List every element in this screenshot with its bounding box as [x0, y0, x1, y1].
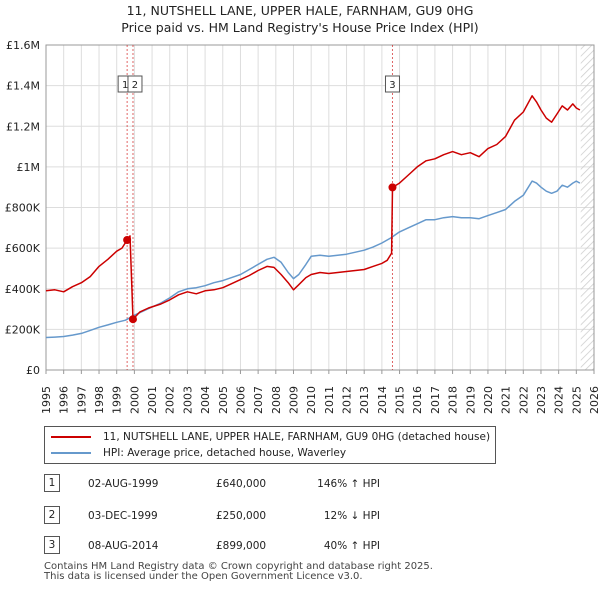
transaction-hpi-change: 12% ↓ HPI [323, 510, 380, 522]
x-tick-label: 2008 [270, 386, 283, 414]
sale-point [128, 315, 137, 324]
y-tick-label: £1.2M [6, 120, 40, 133]
legend-label-property: 11, NUTSHELL LANE, UPPER HALE, FARNHAM, … [103, 431, 491, 443]
x-tick-label: 2001 [146, 386, 159, 414]
transaction-price: £640,000 [216, 478, 267, 490]
footer: Contains HM Land Registry data © Crown c… [44, 562, 433, 582]
x-tick-label: 2019 [464, 386, 477, 414]
footer-copyright: Contains HM Land Registry data © Crown c… [44, 561, 433, 572]
sale-label-text: 3 [389, 80, 395, 91]
y-tick-label: £1.4M [6, 80, 40, 93]
x-tick-label: 2017 [429, 386, 442, 414]
transaction-hpi-change: 40% ↑ HPI [323, 540, 380, 552]
x-tick-label: 2018 [447, 386, 460, 414]
transaction-date: 08-AUG-2014 [88, 540, 159, 552]
property-price-line [45, 95, 581, 320]
x-tick-label: 2026 [588, 386, 600, 414]
x-tick-label: 2023 [535, 386, 548, 414]
y-tick-label: £400K [5, 283, 41, 296]
sale-label-text: 2 [132, 80, 138, 91]
legend-item-hpi: HPI: Average price, detached house, Wave… [51, 445, 346, 461]
x-tick-label: 2006 [234, 386, 247, 414]
y-tick-label: £200K [5, 323, 41, 336]
x-tick-label: 2003 [181, 386, 194, 414]
x-tick-label: 2021 [500, 386, 513, 414]
transaction-number: 2 [44, 506, 60, 524]
y-tick-label: £600K [5, 242, 41, 255]
sale-point [123, 236, 132, 244]
x-tick-label: 2002 [164, 386, 177, 414]
x-tick-label: 1996 [58, 386, 71, 414]
x-tick-label: 1995 [40, 386, 53, 414]
title-line-1: 11, NUTSHELL LANE, UPPER HALE, FARNHAM, … [126, 3, 474, 18]
sale-point [388, 183, 397, 192]
x-tick-label: 2004 [199, 386, 212, 414]
y-tick-label: £1M [17, 161, 41, 174]
x-tick-label: 1997 [75, 386, 88, 414]
chart-title: 11, NUTSHELL LANE, UPPER HALE, FARNHAM, … [0, 2, 600, 36]
x-tick-label: 2015 [394, 386, 407, 414]
transaction-number: 3 [44, 536, 60, 554]
sale-label-text: 1 [122, 80, 128, 91]
x-tick-label: 2016 [411, 386, 424, 414]
y-tick-label: £1.6M [6, 39, 40, 52]
future-period-hatch [580, 45, 594, 370]
y-tick-label: £0 [26, 364, 40, 377]
transaction-number: 1 [44, 474, 60, 492]
x-tick-label: 2005 [217, 386, 230, 414]
x-tick-label: 2014 [376, 386, 389, 414]
transaction-date: 03-DEC-1999 [88, 510, 158, 522]
legend-swatch-property [51, 436, 91, 438]
x-tick-label: 2020 [482, 386, 495, 414]
x-tick-label: 2024 [553, 386, 566, 414]
sale-label-box [384, 75, 400, 93]
x-tick-label: 2013 [358, 386, 371, 414]
transaction-price: £899,000 [216, 540, 267, 552]
legend-label-hpi: HPI: Average price, detached house, Wave… [103, 447, 347, 459]
x-tick-label: 2009 [287, 386, 300, 414]
x-tick-label: 1998 [93, 386, 106, 414]
footer-license: This data is licensed under the Open Gov… [44, 571, 363, 582]
x-tick-label: 2012 [341, 386, 354, 414]
x-tick-label: 1999 [111, 386, 124, 414]
price-chart: 1 2 3 £0 £200K £400K £600K £800K £1M £1.2M £1.4M £1… [5, 39, 600, 414]
x-tick-label: 2000 [128, 386, 141, 414]
plot-border [45, 44, 595, 371]
y-tick-label: £800K [5, 202, 41, 215]
transaction-price: £250,000 [216, 510, 267, 522]
transaction-date: 02-AUG-1999 [88, 478, 159, 490]
x-tick-label: 2022 [517, 386, 530, 414]
title-line-2: Price paid vs. HM Land Registry's House … [121, 20, 479, 35]
sale-label-box [127, 75, 143, 93]
legend: 11, NUTSHELL LANE, UPPER HALE, FARNHAM, … [44, 426, 496, 464]
legend-item-property: 11, NUTSHELL LANE, UPPER HALE, FARNHAM, … [51, 429, 490, 445]
x-tick-label: 2011 [323, 386, 336, 414]
transaction-hpi-change: 146% ↑ HPI [317, 478, 380, 490]
x-tick-label: 2025 [570, 386, 583, 414]
x-tick-label: 2007 [252, 386, 265, 414]
legend-swatch-hpi [51, 452, 91, 454]
x-tick-label: 2010 [305, 386, 318, 414]
